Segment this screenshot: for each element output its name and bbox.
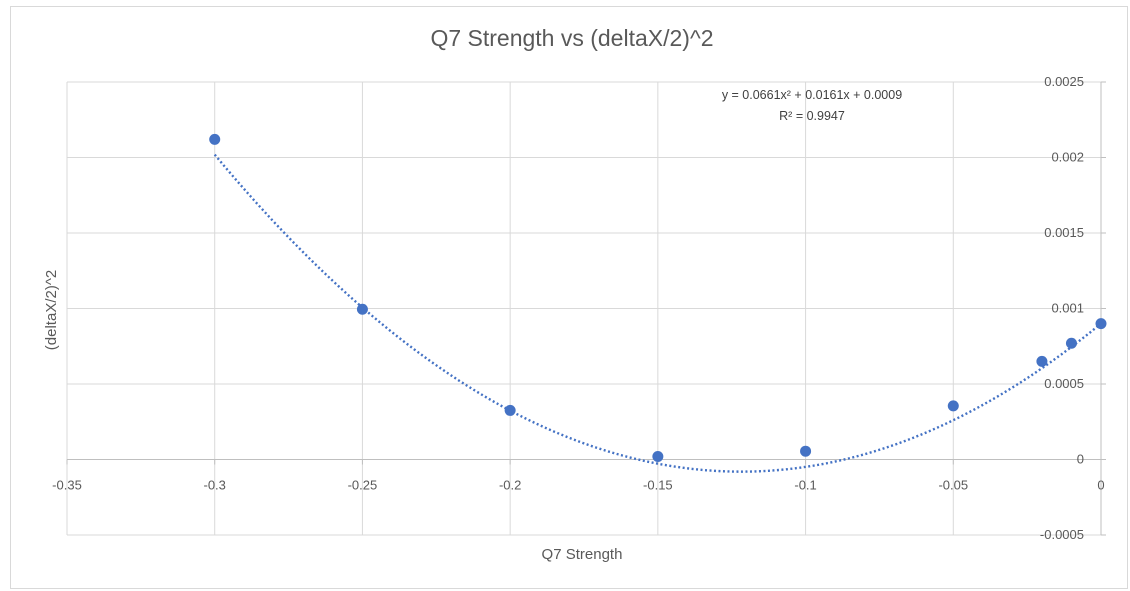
axes [66,81,1106,536]
x-axis-label: Q7 Strength [542,546,623,563]
x-tick-label: -0.35 [52,478,82,493]
x-tick-labels: -0.35 -0.3 -0.25 -0.2 -0.15 -0.1 -0.05 0 [52,478,1104,493]
data-point [1065,337,1077,349]
x-tick-label: -0.25 [348,478,378,493]
trendline-r-squared: R² = 0.9947 [779,109,845,123]
data-point [1036,355,1048,367]
y-tick-label: 0.0025 [1044,74,1084,89]
chart-title: Q7 Strength vs (deltaX/2)^2 [430,25,713,51]
data-point [209,133,221,145]
gridlines [66,81,1102,536]
trendline-equation: y = 0.0661x² + 0.0161x + 0.0009 [722,88,902,102]
x-tick-label: 0 [1097,478,1104,493]
y-tick-labels: -0.0005 0 0.0005 0.001 0.0015 0.002 0.0025 [1040,74,1084,542]
y-tick-label: 0.0015 [1044,225,1084,240]
x-tick-label: -0.15 [643,478,673,493]
data-point [504,404,516,416]
y-tick-label: 0 [1077,452,1084,467]
x-tick-label: -0.05 [938,478,968,493]
data-point [652,450,664,462]
y-tick-label: 0.001 [1051,301,1084,316]
data-points [209,133,1107,462]
x-tick-label: -0.1 [794,478,816,493]
data-point [1095,318,1107,330]
y-tick-label: 0.002 [1051,150,1084,165]
chart-frame [10,6,1128,589]
x-tick-label: -0.2 [499,478,521,493]
data-point [356,303,368,315]
y-tick-label: 0.0005 [1044,376,1084,391]
x-tick-label: -0.3 [204,478,226,493]
y-axis-label: (deltaX/2)^2 [43,270,60,350]
data-point [800,445,812,457]
data-point [947,400,959,412]
y-tick-label: -0.0005 [1040,527,1084,542]
